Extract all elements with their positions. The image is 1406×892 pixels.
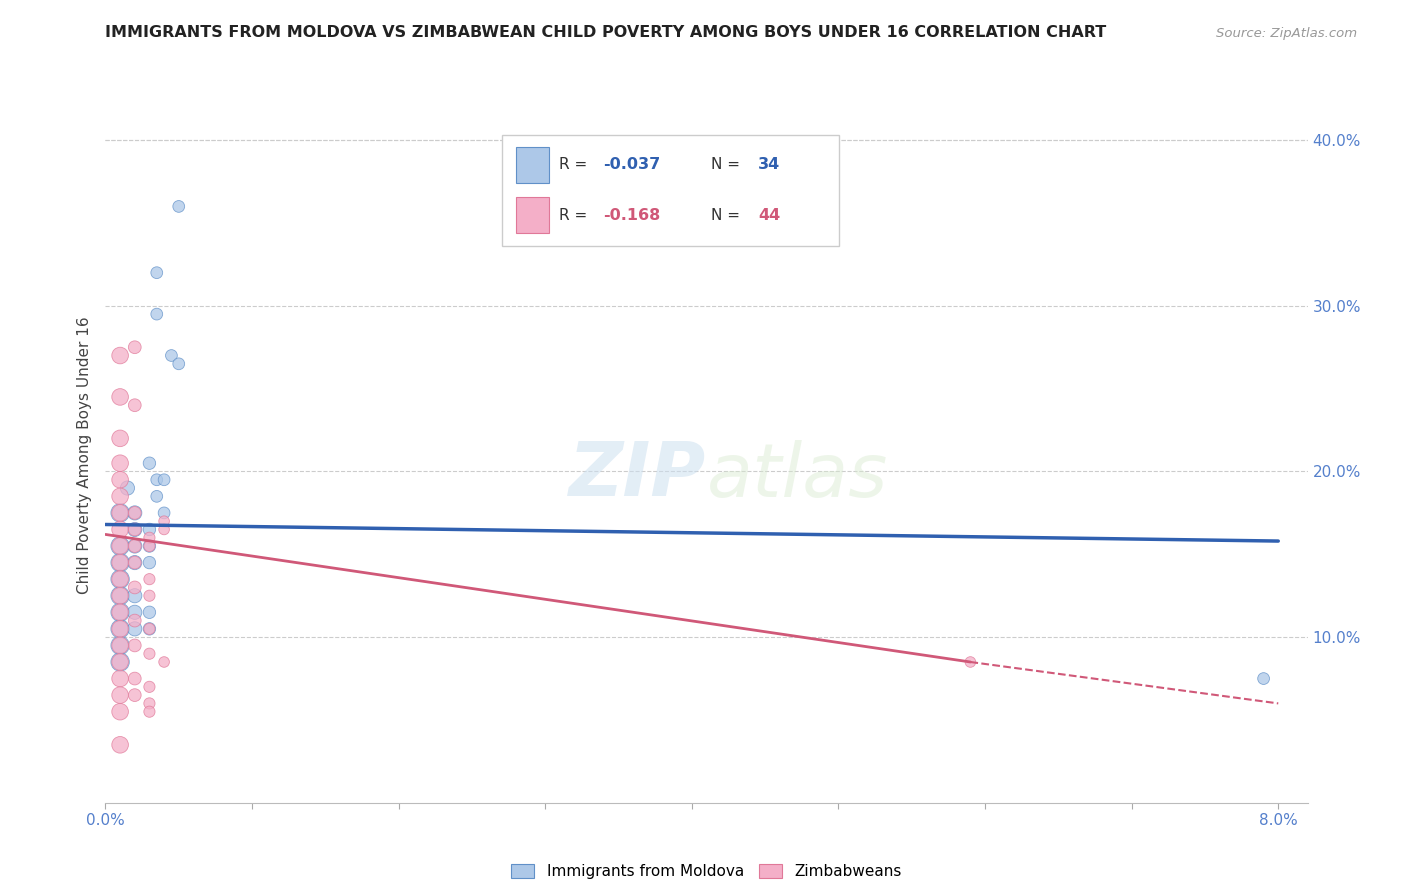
Point — [124, 506, 146, 520]
Point — [108, 572, 131, 586]
Point — [108, 456, 131, 470]
Point — [145, 307, 167, 321]
Point — [124, 688, 146, 702]
Point — [167, 357, 190, 371]
Point — [108, 738, 131, 752]
Point — [138, 697, 160, 711]
Point — [124, 398, 146, 412]
Point — [138, 556, 160, 570]
Point — [108, 489, 131, 503]
Point — [959, 655, 981, 669]
Text: atlas: atlas — [707, 440, 889, 512]
Bar — [516, 197, 550, 233]
Point — [153, 655, 176, 669]
Legend: Immigrants from Moldova, Zimbabweans: Immigrants from Moldova, Zimbabweans — [505, 858, 908, 886]
Text: R =: R = — [560, 157, 592, 172]
Point — [1253, 672, 1275, 686]
Point — [153, 523, 176, 537]
Point — [124, 639, 146, 653]
Point — [124, 556, 146, 570]
Point — [138, 572, 160, 586]
Text: R =: R = — [560, 208, 592, 222]
Point — [108, 506, 131, 520]
Point — [153, 514, 176, 528]
Text: 44: 44 — [758, 208, 780, 222]
Point — [108, 539, 131, 553]
Point — [108, 390, 131, 404]
Point — [160, 349, 183, 363]
Point — [124, 672, 146, 686]
Point — [124, 556, 146, 570]
Point — [145, 489, 167, 503]
Point — [108, 655, 131, 669]
Point — [108, 431, 131, 445]
Text: IMMIGRANTS FROM MOLDOVA VS ZIMBABWEAN CHILD POVERTY AMONG BOYS UNDER 16 CORRELAT: IMMIGRANTS FROM MOLDOVA VS ZIMBABWEAN CH… — [105, 25, 1107, 40]
Point — [145, 473, 167, 487]
Point — [124, 622, 146, 636]
Point — [108, 572, 131, 586]
Point — [108, 589, 131, 603]
Text: N =: N = — [711, 157, 745, 172]
Point — [108, 556, 131, 570]
Text: 34: 34 — [758, 157, 780, 172]
Point — [108, 506, 131, 520]
Point — [108, 705, 131, 719]
Point — [153, 506, 176, 520]
Point — [124, 614, 146, 628]
Point — [138, 622, 160, 636]
Point — [138, 539, 160, 553]
Point — [138, 647, 160, 661]
Point — [108, 523, 131, 537]
Point — [138, 456, 160, 470]
Point — [124, 589, 146, 603]
Point — [108, 622, 131, 636]
Y-axis label: Child Poverty Among Boys Under 16: Child Poverty Among Boys Under 16 — [76, 316, 91, 594]
Point — [124, 605, 146, 619]
Point — [124, 523, 146, 537]
Point — [138, 605, 160, 619]
Point — [145, 266, 167, 280]
Point — [124, 523, 146, 537]
Point — [108, 556, 131, 570]
Text: N =: N = — [711, 208, 745, 222]
Point — [108, 688, 131, 702]
Point — [108, 655, 131, 669]
Point — [138, 705, 160, 719]
Point — [108, 589, 131, 603]
Point — [117, 481, 139, 495]
Text: ZIP: ZIP — [569, 439, 707, 512]
Text: Source: ZipAtlas.com: Source: ZipAtlas.com — [1216, 27, 1357, 40]
Point — [138, 680, 160, 694]
Point — [108, 349, 131, 363]
Bar — [516, 147, 550, 183]
Point — [138, 622, 160, 636]
Point — [108, 473, 131, 487]
Point — [108, 622, 131, 636]
Point — [124, 539, 146, 553]
Point — [108, 605, 131, 619]
Point — [108, 605, 131, 619]
Point — [124, 340, 146, 354]
Point — [138, 589, 160, 603]
Point — [108, 539, 131, 553]
Text: -0.037: -0.037 — [603, 157, 661, 172]
Point — [167, 199, 190, 213]
Point — [124, 539, 146, 553]
Point — [108, 639, 131, 653]
Point — [124, 506, 146, 520]
Point — [124, 581, 146, 595]
Point — [108, 672, 131, 686]
Point — [138, 539, 160, 553]
Point — [153, 473, 176, 487]
Text: -0.168: -0.168 — [603, 208, 661, 222]
Point — [108, 639, 131, 653]
Point — [138, 531, 160, 545]
Point — [138, 523, 160, 537]
